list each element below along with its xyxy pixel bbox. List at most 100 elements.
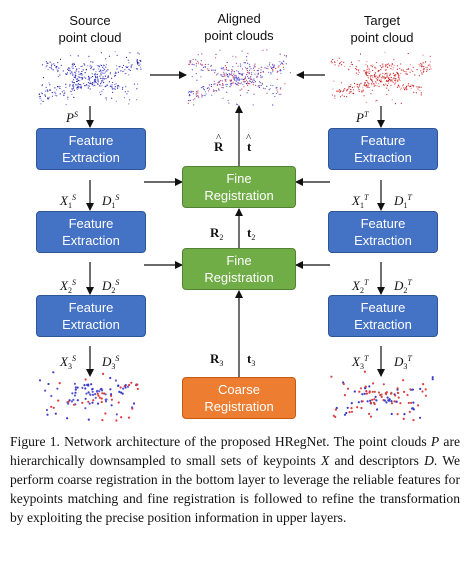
point xyxy=(197,95,199,97)
point xyxy=(374,72,377,74)
point xyxy=(371,398,374,401)
point xyxy=(358,69,360,71)
point xyxy=(70,90,72,93)
point xyxy=(420,86,422,88)
point xyxy=(216,74,218,76)
point xyxy=(254,66,256,68)
point xyxy=(90,383,93,386)
point xyxy=(429,68,431,70)
point xyxy=(367,85,369,87)
point xyxy=(400,102,402,104)
point xyxy=(266,85,268,87)
point xyxy=(88,75,90,77)
point xyxy=(368,391,371,394)
point xyxy=(100,52,102,54)
point xyxy=(371,66,373,68)
point xyxy=(418,86,420,88)
point xyxy=(394,75,396,77)
point xyxy=(73,382,76,385)
point xyxy=(85,77,87,79)
point xyxy=(397,72,399,74)
point xyxy=(88,55,90,57)
point xyxy=(431,376,434,379)
point xyxy=(407,68,410,70)
point xyxy=(201,64,204,66)
point xyxy=(195,63,197,65)
point xyxy=(272,104,274,106)
point xyxy=(393,59,395,61)
point xyxy=(397,73,400,76)
point xyxy=(350,84,352,86)
point xyxy=(140,68,142,70)
point xyxy=(247,52,249,54)
point xyxy=(121,67,123,69)
point xyxy=(47,97,49,99)
point xyxy=(380,395,383,398)
point xyxy=(57,399,60,402)
point xyxy=(342,382,345,386)
point xyxy=(422,54,424,56)
point xyxy=(217,73,219,75)
point xyxy=(132,402,136,405)
point xyxy=(253,82,255,84)
point xyxy=(41,85,43,87)
point xyxy=(65,73,67,75)
point xyxy=(55,66,57,68)
point xyxy=(56,69,58,71)
point xyxy=(337,90,340,92)
point xyxy=(49,89,51,91)
point xyxy=(235,74,237,76)
point xyxy=(97,83,99,85)
point xyxy=(426,67,428,69)
point xyxy=(101,72,103,74)
point xyxy=(396,391,399,394)
point xyxy=(272,69,274,71)
caption-figure-label: Figure 1. xyxy=(10,434,60,449)
point xyxy=(378,82,380,85)
point xyxy=(191,63,193,66)
point xyxy=(131,64,133,66)
point xyxy=(270,73,272,75)
point xyxy=(109,72,112,74)
point xyxy=(242,83,244,85)
point xyxy=(42,77,45,79)
point xyxy=(125,56,127,58)
point xyxy=(249,80,251,82)
point xyxy=(237,65,239,67)
point xyxy=(423,62,425,64)
point xyxy=(222,75,224,78)
point xyxy=(343,95,345,97)
point xyxy=(73,85,75,87)
target-header-line2: point cloud xyxy=(350,30,414,45)
point xyxy=(275,67,277,70)
point xyxy=(197,54,199,56)
point xyxy=(411,407,414,410)
point xyxy=(375,100,377,102)
point xyxy=(195,73,197,75)
point xyxy=(373,390,376,393)
point xyxy=(272,67,274,69)
point xyxy=(195,65,197,67)
point xyxy=(120,391,123,394)
point xyxy=(359,53,362,55)
point xyxy=(136,387,139,390)
point xyxy=(115,65,117,67)
point xyxy=(100,74,102,76)
point xyxy=(330,62,332,64)
point xyxy=(101,71,103,73)
point xyxy=(231,69,233,71)
point xyxy=(81,386,84,389)
point xyxy=(405,89,408,91)
point xyxy=(382,72,384,74)
point xyxy=(400,63,402,65)
point xyxy=(228,102,230,104)
point xyxy=(197,60,199,62)
point xyxy=(366,74,368,77)
point xyxy=(410,69,412,71)
point xyxy=(130,66,132,68)
point xyxy=(260,77,262,79)
point xyxy=(232,69,234,71)
point xyxy=(38,96,40,98)
point xyxy=(137,52,139,54)
point xyxy=(52,406,55,409)
